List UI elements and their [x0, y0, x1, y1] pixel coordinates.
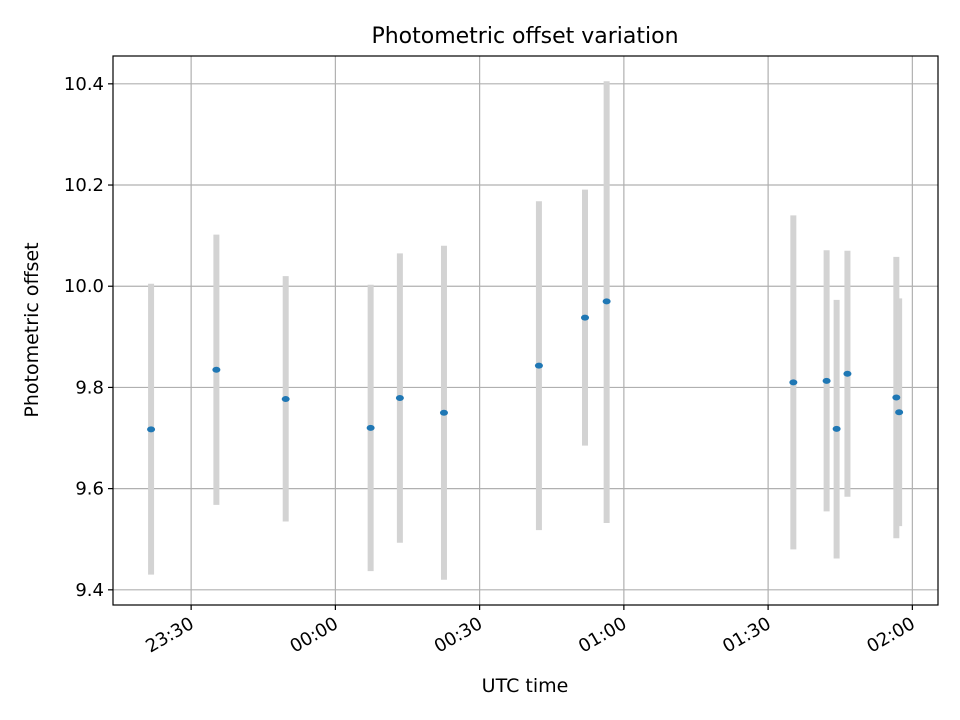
chart-title: Photometric offset variation — [371, 24, 678, 49]
y-tick-label: 9.6 — [75, 479, 104, 500]
data-point — [212, 366, 221, 373]
x-axis-label: UTC time — [482, 675, 569, 697]
y-tick-label: 9.4 — [75, 580, 104, 601]
data-point — [534, 362, 543, 369]
data-point — [832, 425, 841, 432]
data-point — [395, 395, 404, 402]
y-tick-label: 10.0 — [64, 276, 104, 297]
y-tick-label: 10.2 — [64, 175, 104, 196]
data-point — [843, 370, 852, 377]
data-point — [147, 426, 156, 433]
y-axis-label: Photometric offset — [21, 242, 43, 417]
data-point — [892, 394, 901, 401]
grid-layer — [113, 56, 938, 605]
marker-layer — [147, 298, 904, 433]
data-point — [439, 409, 448, 416]
y-tick-label: 10.4 — [64, 74, 104, 95]
data-point — [789, 379, 798, 386]
data-point — [602, 298, 611, 305]
data-point — [822, 377, 831, 384]
data-point — [581, 314, 590, 321]
y-tick-label: 9.8 — [75, 377, 104, 398]
data-point — [366, 424, 375, 431]
data-point — [895, 409, 904, 416]
data-point — [281, 396, 290, 403]
plot-frame — [112, 55, 939, 606]
